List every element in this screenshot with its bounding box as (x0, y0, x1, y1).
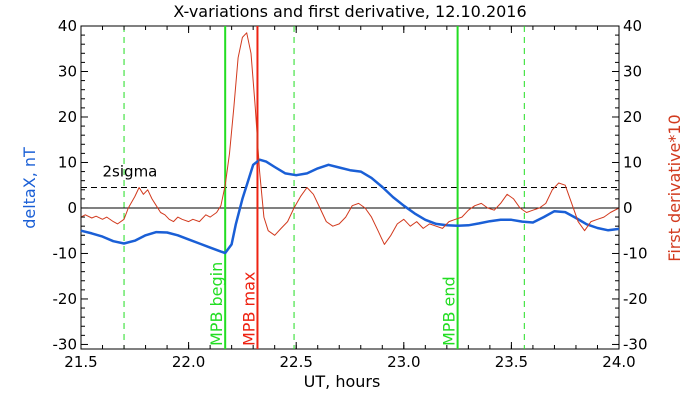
y-tick-label-right-7: 40 (623, 17, 642, 35)
threshold-label: 2sigma (103, 163, 158, 181)
x-tick-label-0: 21.5 (64, 353, 97, 371)
y-tick-label-left-2: -10 (53, 244, 78, 262)
event-label-0: MPB begin (207, 262, 226, 346)
y-tick-label-right-3: 0 (623, 199, 633, 217)
x-tick-label-3: 23.0 (387, 353, 420, 371)
event-label-1: MPB max (239, 272, 258, 346)
y-tick-label-left-3: 0 (67, 199, 77, 217)
y-tick-label-left-5: 20 (58, 108, 77, 126)
chart-title: X-variations and first derivative, 12.10… (173, 2, 526, 21)
y-tick-label-left-6: 30 (58, 62, 77, 80)
event-label-2: MPB end (440, 276, 459, 346)
y-tick-label-right-6: 30 (623, 62, 642, 80)
x-tick-label-4: 23.5 (495, 353, 528, 371)
plot-area: 2sigma MPB begin MPB max MPB end 21.5 22.0 22.… (53, 17, 648, 371)
x-tick-label-5: 24.0 (602, 353, 635, 371)
y-axis-title-right: First derivative*10 (665, 114, 684, 261)
y-tick-label-left-7: 40 (58, 17, 77, 35)
x-tick-label-2: 22.5 (279, 353, 312, 371)
y-tick-label-right-2: -10 (623, 244, 648, 262)
y-tick-label-left-1: -20 (53, 290, 78, 308)
y-tick-label-right-5: 20 (623, 108, 642, 126)
y-tick-label-right-4: 10 (623, 153, 642, 171)
y-tick-label-left-4: 10 (58, 153, 77, 171)
x-tick-label-1: 22.0 (172, 353, 205, 371)
series-line-derivative (80, 32, 620, 245)
y-tick-label-right-0: -30 (623, 335, 648, 353)
x-axis-title: UT, hours (304, 372, 381, 391)
y-tick-label-left-0: -30 (53, 335, 78, 353)
y-axis-title-left: deltaX, nT (20, 147, 39, 229)
y-tick-label-right-1: -20 (623, 290, 648, 308)
series-line-deltaX (80, 158, 620, 255)
